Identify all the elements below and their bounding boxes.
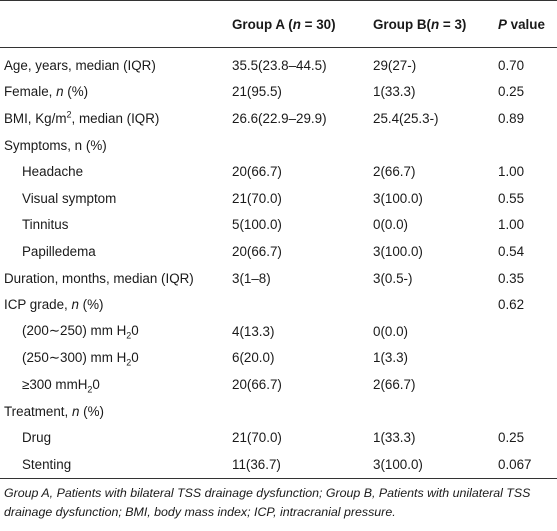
group-b-value: 3(0.5-) xyxy=(373,270,413,286)
group-b-value: 2(66.7) xyxy=(373,164,416,180)
group-b-value: 2(66.7) xyxy=(373,376,416,392)
table-row: Stenting 11(36.7) 3(100.0) 0.067 xyxy=(0,450,557,479)
group-a-value: 26.6(22.9–29.9) xyxy=(232,110,327,126)
table-row: Age, years, median (IQR) 35.5(23.8–44.5)… xyxy=(0,48,557,79)
table-row: Papilledema 20(66.7) 3(100.0) 0.54 xyxy=(0,238,557,265)
row-label: ICP grade, n (%) xyxy=(4,297,104,313)
row-label: (250∼300) mm H20 xyxy=(22,349,139,368)
row-label: Drug xyxy=(22,430,52,446)
row-label: Stenting xyxy=(0,450,230,479)
table-row: Drug 21(70.0) 1(33.3) 0.25 xyxy=(0,424,557,451)
group-a-value: 21(70.0) xyxy=(232,430,282,446)
table-row: Symptoms, n (%) xyxy=(0,132,557,159)
table-row: Visual symptom 21(70.0) 3(100.0) 0.55 xyxy=(0,185,557,212)
group-a-value: 20(66.7) xyxy=(232,243,282,259)
group-a-value: 11(36.7) xyxy=(230,450,367,479)
table-row: Female, n (%) 21(95.5) 1(33.3) 0.25 xyxy=(0,79,557,106)
header-group-b: Group B(n = 3) xyxy=(367,0,492,48)
group-a-value: 5(100.0) xyxy=(232,217,282,233)
row-label: Age, years, median (IQR) xyxy=(4,57,156,73)
p-value: 0.62 xyxy=(498,297,525,313)
table-row: (200∼250) mm H20 4(13.3) 0(0.0) xyxy=(0,318,557,345)
p-value: 0.25 xyxy=(498,430,525,446)
group-b-value: 1(33.3) xyxy=(373,430,416,446)
group-b-value: 0(0.0) xyxy=(373,323,408,339)
group-a-value: 21(70.0) xyxy=(232,190,282,206)
table-header-row: Group A (n = 30) Group B(n = 3) P value xyxy=(0,0,557,48)
group-a-value: 3(1–8) xyxy=(232,270,271,286)
table-row: Headache 20(66.7) 2(66.7) 1.00 xyxy=(0,158,557,185)
row-label: Papilledema xyxy=(22,243,96,259)
table-row: Duration, months, median (IQR) 3(1–8) 3(… xyxy=(0,265,557,292)
p-value: 0.70 xyxy=(498,57,525,73)
row-label: Headache xyxy=(22,164,84,180)
header-variable xyxy=(0,0,230,48)
p-value: 0.55 xyxy=(498,190,525,206)
group-b-value: 25.4(25.3-) xyxy=(373,110,439,126)
p-value: 0.25 xyxy=(498,84,525,100)
group-a-value: 20(66.7) xyxy=(232,164,282,180)
table-row: BMI, Kg/m2, median (IQR) 26.6(22.9–29.9)… xyxy=(0,105,557,132)
table-row: Tinnitus 5(100.0) 0(0.0) 1.00 xyxy=(0,212,557,239)
group-a-value: 21(95.5) xyxy=(232,84,282,100)
header-group-a: Group A (n = 30) xyxy=(230,0,367,48)
group-a-value: 20(66.7) xyxy=(232,376,282,392)
table-row: ≥300 mmH20 20(66.7) 2(66.7) xyxy=(0,371,557,398)
row-label: Tinnitus xyxy=(22,217,69,233)
comparison-table: Group A (n = 30) Group B(n = 3) P value … xyxy=(0,0,557,479)
group-b-value: 3(100.0) xyxy=(367,450,492,479)
row-label: Symptoms, n (%) xyxy=(4,137,107,153)
group-b-value: 0(0.0) xyxy=(373,217,408,233)
p-value: 0.54 xyxy=(498,243,525,259)
group-a-value: 6(20.0) xyxy=(232,350,275,366)
row-label: ≥300 mmH20 xyxy=(22,376,100,395)
p-value: 1.00 xyxy=(498,164,525,180)
header-p-value: P value xyxy=(492,0,557,48)
row-label: Duration, months, median (IQR) xyxy=(4,270,194,286)
table-row: Treatment, n (%) xyxy=(0,398,557,425)
row-label: (200∼250) mm H20 xyxy=(22,323,139,341)
p-value: 0.067 xyxy=(492,450,557,479)
table-row: (250∼300) mm H20 6(20.0) 1(3.3) xyxy=(0,345,557,372)
group-a-value: 4(13.3) xyxy=(232,323,275,339)
group-b-value: 3(100.0) xyxy=(373,243,423,259)
group-b-value: 1(3.3) xyxy=(373,350,408,366)
table-footnote: Group A, Patients with bilateral TSS dra… xyxy=(4,486,531,519)
group-b-value: 1(33.3) xyxy=(373,84,416,100)
group-a-value: 35.5(23.8–44.5) xyxy=(232,57,327,73)
row-label: Visual symptom xyxy=(22,190,117,206)
p-value: 0.35 xyxy=(498,270,525,286)
group-b-value: 29(27-) xyxy=(373,57,417,73)
row-label: BMI, Kg/m2, median (IQR) xyxy=(4,109,160,126)
data-table-container: Group A (n = 30) Group B(n = 3) P value … xyxy=(0,0,557,479)
p-value: 0.89 xyxy=(498,110,525,126)
row-label: Female, n (%) xyxy=(4,84,89,100)
p-value: 1.00 xyxy=(498,217,525,233)
row-label: Treatment, n (%) xyxy=(4,403,104,419)
table-row: ICP grade, n (%) 0.62 xyxy=(0,291,557,318)
group-b-value: 3(100.0) xyxy=(373,190,423,206)
